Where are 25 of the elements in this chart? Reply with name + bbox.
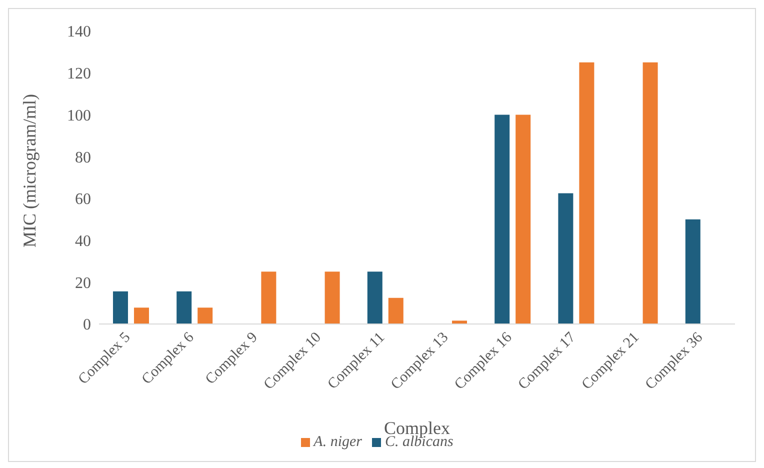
y-tick-label: 120 xyxy=(67,66,91,83)
y-axis-title: MIC (microgram/ml) xyxy=(19,94,40,248)
bar xyxy=(642,62,658,324)
y-tick-label: 0 xyxy=(83,316,91,334)
bar xyxy=(367,272,382,324)
bar xyxy=(558,193,574,324)
bar xyxy=(685,219,700,324)
bar xyxy=(176,291,192,324)
legend-label: A. niger xyxy=(314,434,362,450)
bar xyxy=(452,320,467,324)
y-tick-label: 140 xyxy=(67,24,91,41)
y-tick-label: 100 xyxy=(67,107,91,124)
y-tick-label: 60 xyxy=(75,191,91,208)
bar xyxy=(494,114,510,324)
bar xyxy=(388,298,404,324)
y-tick-label: 20 xyxy=(75,274,91,292)
bar xyxy=(516,114,531,324)
bar xyxy=(579,62,594,324)
y-tick-label: 80 xyxy=(75,149,91,166)
bar xyxy=(134,308,149,324)
bar xyxy=(112,291,128,324)
y-tick-label: 40 xyxy=(75,232,91,250)
bar xyxy=(198,308,213,324)
bar xyxy=(261,272,276,324)
bar xyxy=(324,272,340,324)
